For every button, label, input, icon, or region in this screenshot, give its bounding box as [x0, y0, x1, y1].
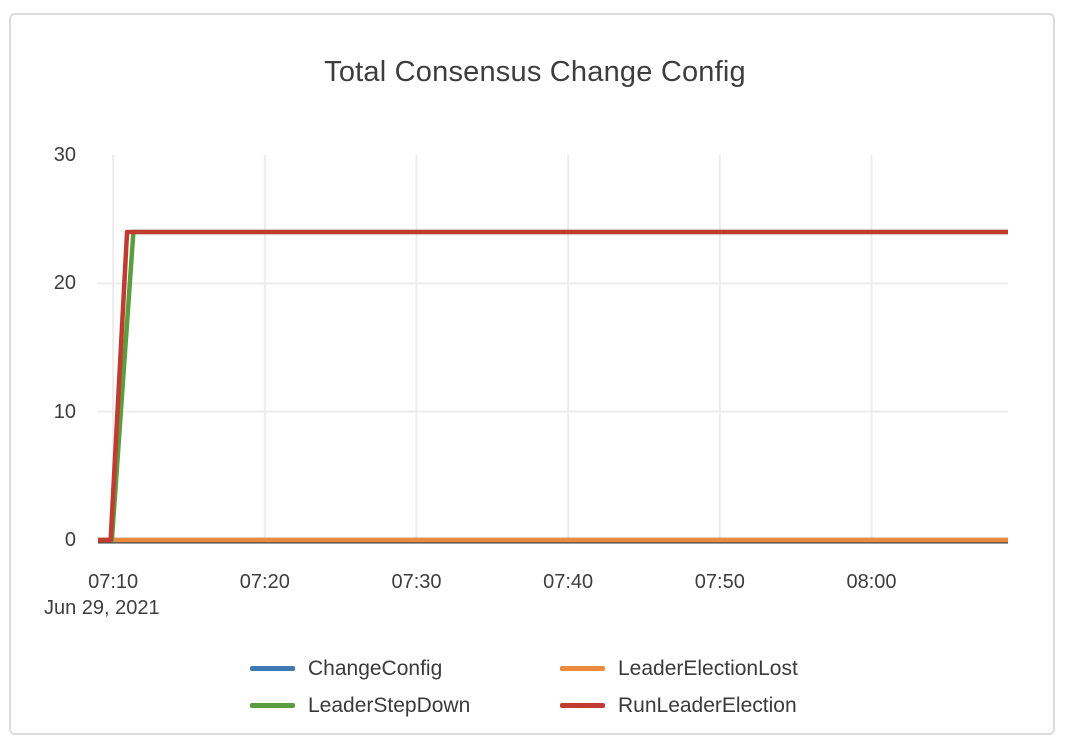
- legend-label: LeaderStepDown: [308, 693, 471, 717]
- legend-item-RunLeaderElection[interactable]: RunLeaderElection: [535, 687, 845, 724]
- legend-label: ChangeConfig: [308, 656, 443, 680]
- x-axis-tick-label: 07:10: [88, 571, 139, 593]
- legend-item-LeaderElectionLost[interactable]: LeaderElectionLost: [535, 650, 845, 687]
- y-axis-tick-label: 0: [64, 529, 76, 551]
- legend-swatch-ChangeConfig: [250, 666, 295, 671]
- chart-title: Total Consensus Change Config: [324, 56, 746, 88]
- y-axis-tick-label: 20: [53, 272, 76, 295]
- x-axis-tick-label: 07:40: [543, 571, 594, 593]
- chart-card: [9, 13, 1055, 735]
- y-axis-tick-label: 30: [53, 144, 76, 166]
- legend-swatch-LeaderStepDown: [250, 703, 295, 708]
- legend-label: RunLeaderElection: [618, 693, 797, 717]
- series-lines: [98, 229, 1008, 543]
- legend: ChangeConfig LeaderElectionLost LeaderStep…: [0, 650, 1070, 724]
- legend-label: LeaderElectionLost: [618, 656, 798, 680]
- legend-swatch-LeaderElectionLost: [560, 666, 605, 671]
- x-axis-date-label: Jun 29, 2021: [44, 597, 160, 619]
- legend-swatch-RunLeaderElection: [560, 703, 605, 708]
- series-line-RunLeaderElection[interactable]: [98, 229, 1008, 543]
- x-axis-tick-label: 07:30: [391, 571, 442, 593]
- x-axis-tick-label: 08:00: [846, 571, 897, 593]
- x-axis-tick-label: 07:50: [694, 571, 745, 593]
- legend-item-ChangeConfig[interactable]: ChangeConfig: [225, 650, 535, 687]
- legend-item-LeaderStepDown[interactable]: LeaderStepDown: [225, 687, 535, 724]
- y-axis-tick-label: 10: [53, 400, 76, 423]
- x-axis-tick-label: 07:20: [239, 571, 290, 593]
- gridlines: [98, 155, 1008, 540]
